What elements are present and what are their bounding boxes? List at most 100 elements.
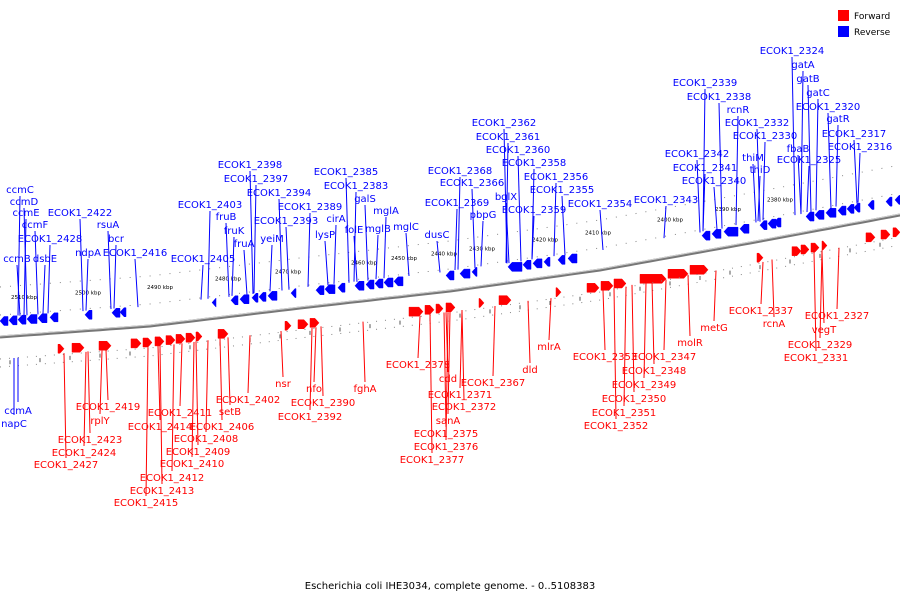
reverse-gene-label: ECOK1_2316 (828, 142, 893, 153)
leader-line (819, 250, 823, 339)
reverse-gene-label: lysP (315, 230, 335, 241)
forward-gene-label: vegT (812, 325, 837, 336)
reverse-gene (49, 312, 59, 323)
reverse-gene-label: yeiM (260, 234, 283, 245)
reverse-gene (26, 314, 38, 324)
leader-line (285, 226, 290, 290)
reverse-gene-label: ECOK1_2355 (530, 185, 595, 196)
reverse-gene (723, 226, 739, 237)
forward-gene-label: ECOK1_2347 (632, 352, 697, 363)
forward-gene (217, 329, 229, 339)
leader-line (461, 310, 465, 401)
kbp-tick-label: 2460 kbp (351, 261, 377, 267)
forward-gene (175, 334, 186, 344)
leader-line (527, 300, 531, 364)
leader-line (835, 124, 839, 207)
forward-gene-label: ECOK1_2406 (190, 422, 255, 433)
leader-line (42, 264, 46, 314)
reverse-gene-label: ECOK1_2338 (687, 92, 752, 103)
forward-gene (195, 331, 203, 342)
reverse-gene-label: ndpA (75, 248, 101, 259)
reverse-gene (251, 293, 259, 303)
leader-line (599, 209, 604, 251)
leader-line (364, 204, 369, 281)
reverse-gene-label: thiM (742, 153, 764, 164)
reverse-gene (805, 211, 815, 222)
reverse-gene-label: ECOK1_2403 (178, 200, 243, 211)
forward-gene-label: dld (522, 365, 537, 376)
leader-line (445, 312, 449, 441)
leader-line (735, 115, 739, 226)
reverse-gene (471, 267, 478, 277)
reverse-gene (773, 217, 782, 228)
forward-gene-label: ECOK1_2327 (805, 311, 870, 322)
forward-gene (297, 319, 309, 329)
reverse-gene-label: ccmA (4, 406, 32, 417)
leader-line (454, 208, 458, 271)
reverse-gene (17, 314, 27, 325)
leader-line (457, 176, 461, 270)
leader-line (247, 335, 251, 394)
reverse-gene-label: gatC (806, 88, 829, 99)
reverse-gene (814, 210, 825, 220)
leader-line (63, 353, 67, 459)
reverse-gene-label: dusC (425, 230, 450, 241)
reverse-gene (84, 310, 93, 320)
leader-line (760, 261, 764, 305)
reverse-gene (374, 278, 384, 289)
leader-line (134, 258, 139, 308)
forward-gene-label: sanA (436, 416, 461, 427)
leader-line (443, 312, 447, 428)
forward-gene (98, 340, 112, 351)
leader-line (253, 184, 257, 294)
leader-line (548, 298, 552, 341)
leader-line (87, 351, 91, 434)
forward-gene (284, 321, 292, 331)
reverse-gene-label: ECOK1_2324 (760, 46, 825, 57)
forward-gene (810, 242, 820, 253)
leader-line (207, 210, 211, 299)
reverse-gene-label: ECOK1_2325 (777, 155, 842, 166)
leader-line (429, 314, 433, 454)
forward-gene-label: ECOK1_2392 (278, 412, 343, 423)
kbp-tick-label: 2420 kbp (532, 238, 558, 244)
reverse-gene-label: ECOK1_2361 (476, 132, 541, 143)
leader-line (813, 251, 817, 352)
reverse-gene-label: ECOK1_2360 (486, 145, 551, 156)
leader-line (531, 215, 535, 260)
leader-line (553, 182, 557, 257)
forward-gene-label: ECOK1_2408 (174, 434, 239, 445)
reverse-gene-label: ECOK1_2389 (278, 202, 343, 213)
leader-line (280, 331, 284, 378)
reverse-gene (324, 284, 336, 294)
reverse-gene-label: ECOK1_2320 (796, 102, 861, 113)
leader-line (179, 343, 183, 407)
reverse-gene (37, 313, 48, 323)
forward-gene (130, 338, 142, 349)
forward-gene-label: ECOK1_2337 (729, 306, 794, 317)
leader-line (602, 290, 606, 351)
forward-gene-label: ECOK1_2402 (216, 395, 281, 406)
leader-line (345, 177, 350, 283)
leader-line (159, 345, 163, 485)
reverse-gene (759, 220, 768, 230)
reverse-gene (532, 258, 543, 269)
leader-line (836, 247, 840, 310)
reverse-gene (337, 282, 346, 293)
reverse-gene-label: ECOK1_2422 (48, 208, 113, 219)
leader-line (383, 216, 387, 279)
legend-forward-swatch (838, 10, 849, 21)
reverse-gene (543, 257, 551, 267)
leader-line (333, 224, 337, 284)
forward-gene-label: ECOK1_2350 (602, 394, 667, 405)
reverse-gene-label: dsbE (33, 254, 57, 265)
reverse-gene-label: ECOK1_2332 (725, 118, 790, 129)
leader-line (375, 234, 379, 280)
leader-line (663, 279, 667, 351)
reverse-gene-label: ECOK1_2393 (254, 216, 319, 227)
reverse-gene (846, 204, 855, 214)
reverse-gene-label: rcnR (727, 105, 750, 116)
forward-gene (57, 343, 65, 354)
reverse-gene (701, 230, 711, 241)
legend-forward-label: Forward (854, 12, 890, 22)
